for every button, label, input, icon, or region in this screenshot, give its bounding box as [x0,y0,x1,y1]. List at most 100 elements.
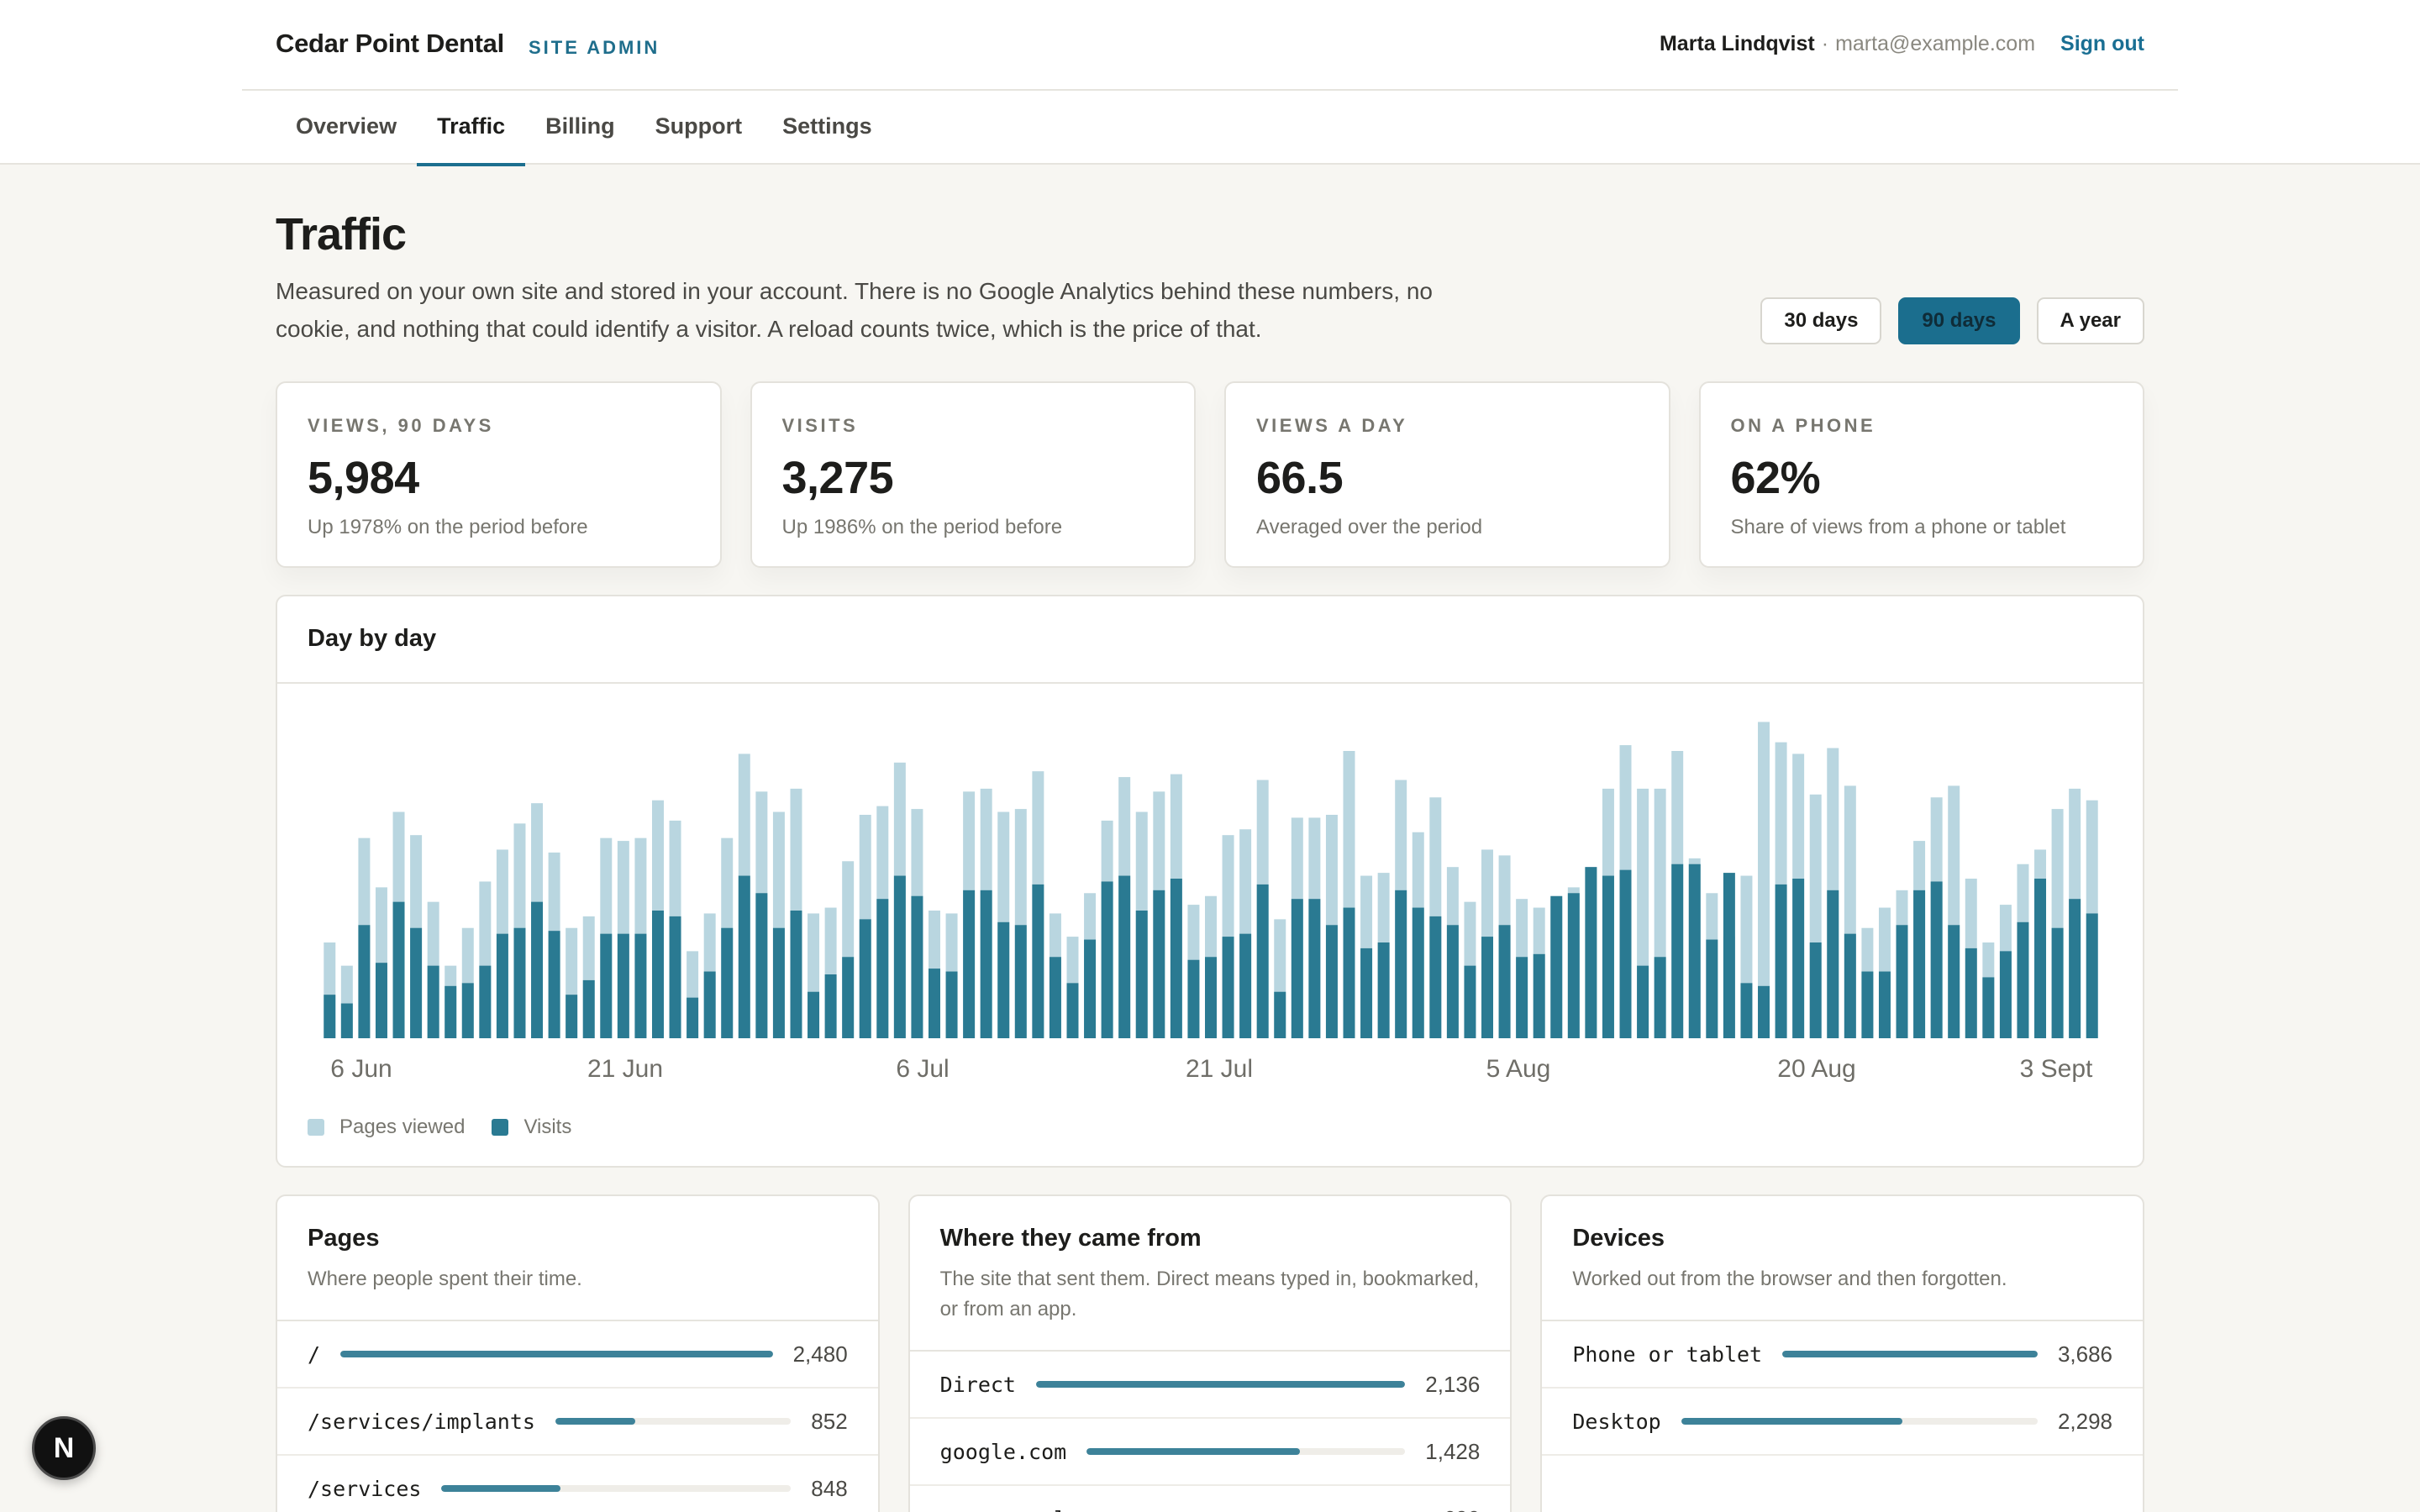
tab-support[interactable]: Support [655,113,743,139]
bar-visits [1360,948,1373,1038]
pages-panel: Pages Where people spent their time. / 2,… [276,1194,880,1512]
bar-visits [324,995,336,1038]
panel-subtitle: Worked out from the browser and then for… [1572,1268,2007,1290]
site-name[interactable]: Cedar Point Dental [276,29,504,58]
list-item[interactable]: / 2,480 [277,1321,878,1389]
chart-card-header: Day by day [277,596,2143,684]
stat-value: 5,984 [308,453,419,503]
bar-visits [566,995,578,1038]
panel-header: Pages Where people spent their time. [277,1196,878,1321]
bar-visits [445,985,457,1038]
stat-label: VISITS [781,415,859,436]
bar-visits [513,927,526,1038]
bar-visits [1481,937,1493,1038]
bar-visits [1809,942,1822,1038]
bar-visits [859,919,871,1038]
bar-visits [1740,983,1753,1038]
x-tick-label: 21 Jun [587,1055,663,1083]
bar-visits [1032,884,1044,1038]
dev-tools-badge[interactable]: N [32,1416,96,1480]
bar-visits [1395,890,1407,1038]
bar-visits [1446,925,1459,1038]
stat-card-visits: VISITS 3,275 Up 1986% on the period befo… [750,381,1196,568]
user-separator: · [1821,32,1829,55]
user-email: marta@example.com [1835,32,2036,55]
bar-visits [2086,913,2098,1038]
bar-visits [1567,893,1580,1038]
bar-visits [1792,879,1805,1038]
stat-cards: VIEWS, 90 DAYS 5,984 Up 1978% on the per… [276,381,2144,568]
stat-label: VIEWS, 90 DAYS [308,415,494,436]
bar-visits [963,890,976,1038]
legend-item-pages-viewed: Pages viewed [308,1116,465,1139]
bar-visits [2017,921,2029,1038]
bar-visits [876,899,889,1038]
bar-visits [1844,933,1856,1038]
chart-legend: Pages viewed Visits [308,1116,598,1139]
bar-visits [738,875,750,1038]
x-tick-label: 6 Jul [896,1055,949,1083]
day-by-day-chart: 6 Jun 21 Jun 6 Jul 21 Jul 5 Aug 20 Aug 3 Sept [324,722,2098,1083]
devices-panel: Devices Worked out from the browser and … [1540,1194,2145,1512]
panel-title: Where they came from [939,1225,1202,1252]
row-value: 852 [811,1408,848,1434]
bar-visits [1325,925,1338,1038]
bar-visits [1948,925,1960,1038]
row-value: 848 [811,1475,848,1501]
range-90-days-button[interactable]: 90 days [1898,297,2020,344]
list-item[interactable]: Direct 2,136 [909,1352,1511,1419]
bar-visits [1619,869,1632,1038]
bar-visits [1706,939,1718,1038]
bar-visits [772,927,785,1038]
page-intro: Measured on your own site and stored in … [276,278,1433,342]
bar-visits [617,933,629,1038]
tab-traffic[interactable]: Traffic [417,91,526,166]
stat-note: Up 1986% on the period before [781,516,1063,538]
bar-visits [531,901,544,1038]
sign-out-link[interactable]: Sign out [2060,32,2144,55]
list-item[interactable]: maps.google.com 690 [910,1486,1511,1512]
share-bar [555,1418,792,1425]
bar-visits [1239,933,1252,1038]
bar-visits [1153,890,1165,1038]
share-bar-fill [441,1485,560,1492]
bar-visits [600,933,613,1038]
bar-visits [1913,890,1926,1038]
share-bar [1086,1448,1406,1455]
bar-visits [1758,985,1770,1038]
bar-visits [1187,959,1200,1038]
share-bar [340,1351,773,1357]
bar-visits [1291,899,1303,1038]
bar-visits [479,965,492,1038]
tab-settings[interactable]: Settings [782,113,872,139]
range-year-button[interactable]: A year [2036,297,2144,344]
bar-visits [1637,965,1649,1038]
row-label: / [308,1341,321,1367]
stat-value: 66.5 [1256,453,1344,503]
row-label: Desktop [1572,1409,1661,1434]
bar-visits [548,931,560,1038]
list-item[interactable]: Phone or tablet 3,686 [1542,1321,2144,1389]
list-item[interactable]: Desktop 2,298 [1542,1389,2144,1456]
row-label: google.com [939,1439,1067,1464]
bar-visits [1014,925,1027,1038]
bar-visits [1274,991,1286,1038]
list-item[interactable]: /services/implants 852 [277,1389,878,1456]
range-selector: 30 days 90 days A year [1760,297,2144,344]
bar-visits [1101,881,1113,1038]
x-tick-label: 21 Jul [1186,1055,1253,1083]
legend-item-visits: Visits [492,1116,571,1139]
stat-note: Up 1978% on the period before [308,516,588,538]
list-item[interactable]: google.com 1,428 [909,1419,1511,1486]
bar-visits [1170,879,1182,1038]
panel-rows: Phone or tablet 3,686 Desktop 2,298 [1542,1321,2144,1456]
tab-billing[interactable]: Billing [545,113,615,139]
panel-title: Devices [1572,1225,1665,1252]
bar-visits [1118,875,1131,1038]
bar-visits [1066,983,1079,1038]
range-30-days-button[interactable]: 30 days [1760,297,1882,344]
tab-overview[interactable]: Overview [296,113,397,139]
panel-header: Where they came from The site that sent … [909,1196,1511,1352]
list-item[interactable]: /services 848 [277,1456,878,1512]
stat-note: Share of views from a phone or tablet [1730,516,2066,538]
